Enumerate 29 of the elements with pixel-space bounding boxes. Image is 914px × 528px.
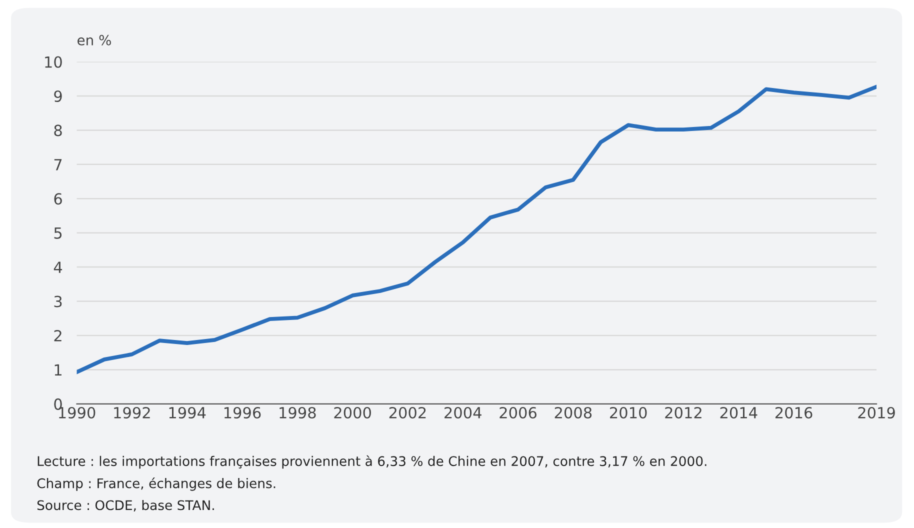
x-tick-label: 2008 bbox=[554, 406, 592, 419]
y-tick-label: 7 bbox=[54, 159, 62, 170]
y-axis-title: en % bbox=[78, 34, 111, 46]
x-tick-label: 2000 bbox=[334, 406, 371, 419]
x-tick-label: 2002 bbox=[389, 406, 426, 419]
y-tick-label: 10 bbox=[45, 56, 62, 68]
line-series bbox=[76, 84, 877, 374]
x-tick-label: 1998 bbox=[280, 406, 316, 419]
x-tick-label: 1994 bbox=[169, 406, 206, 419]
x-tick-label: 2004 bbox=[444, 406, 482, 419]
x-tick-label: 2014 bbox=[720, 406, 758, 419]
x-tick-label: 2010 bbox=[610, 406, 647, 419]
text: Lecture : les importations françaises proviennent à 6,33 % de Chine en 2007, contre 3,17 % en 2000. bbox=[38, 455, 706, 469]
y-tick-label: 4 bbox=[54, 262, 62, 273]
y-tick-label: 2 bbox=[54, 330, 62, 342]
y-tick-label: 3 bbox=[54, 296, 62, 308]
x-tick-label: 2016 bbox=[775, 406, 812, 419]
x-tick-label: 2012 bbox=[665, 406, 702, 419]
x-tick-label: 2006 bbox=[500, 406, 536, 419]
x-tick-label: 2019 bbox=[858, 406, 895, 419]
source-note: Source : OCDE, base STAN. bbox=[37, 500, 214, 512]
text: Champ : France, échanges de biens. bbox=[37, 478, 276, 491]
x-tick-label: 1992 bbox=[114, 406, 150, 419]
x-tick-label: 1996 bbox=[224, 406, 261, 419]
y-tick-label: 9 bbox=[54, 90, 62, 102]
y-tick-label: 5 bbox=[54, 228, 62, 239]
y-tick-label: 8 bbox=[54, 124, 62, 136]
y-tick-label: 1 bbox=[54, 364, 62, 376]
y-tick-label: 6 bbox=[54, 193, 62, 205]
